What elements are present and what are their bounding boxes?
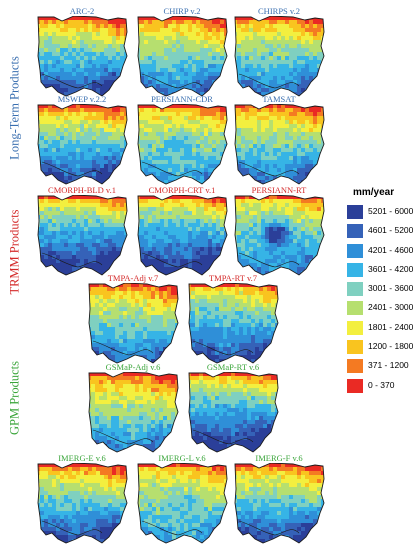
legend-swatch	[347, 282, 363, 297]
legend-swatch	[347, 340, 363, 355]
panel-title: CHIRP v.2	[163, 6, 201, 16]
legend-item: 1200 - 1800	[347, 338, 413, 357]
rainfall-map	[88, 372, 179, 453]
legend-label: 0 - 370	[368, 379, 395, 390]
legend-label: 1801 - 2400	[368, 321, 414, 332]
panel-title: PERSIANN-RT	[251, 185, 307, 195]
map-panel: PERSIANN-RT	[233, 185, 325, 277]
map-panel: MSWEP v.2.2	[36, 94, 128, 186]
legend-item: 3601 - 4200	[347, 261, 413, 280]
group-label-gpm: GPM Products	[7, 361, 22, 435]
map-panel: ARC-2	[36, 6, 128, 98]
rainfall-map	[37, 463, 128, 544]
panel-title: CMORPH-BLD v.1	[48, 185, 116, 195]
panel-title: IMERG-F v.6	[255, 453, 303, 463]
panel-title: MSWEP v.2.2	[57, 94, 107, 104]
legend-item: 5201 - 6000	[347, 203, 413, 222]
panel-title: GSMaP-RT v.6	[206, 362, 260, 372]
map-panel: CHIRP v.2	[136, 6, 228, 98]
legend-swatch	[347, 224, 363, 239]
legend-label: 4601 - 5200	[368, 225, 414, 236]
map-panel: TMPA-RT v.7	[187, 273, 279, 365]
legend-swatch	[347, 262, 363, 277]
panel-title: IMERG-L v.6	[158, 453, 206, 463]
panel-title: CMORPH-CRT v.1	[148, 185, 216, 195]
legend-swatch	[347, 243, 363, 258]
map-panel: IMERG-F v.6	[233, 453, 325, 545]
legend-item: 371 - 1200	[347, 357, 413, 376]
map-panel: CMORPH-BLD v.1	[36, 185, 128, 277]
legend-item: 3001 - 3600	[347, 280, 413, 299]
legend: mm/year 5201 - 6000 4601 - 5200 4201 - 460…	[347, 187, 413, 396]
legend-item: 0 - 370	[347, 377, 413, 396]
legend-label: 5201 - 6000	[368, 206, 414, 216]
panel-title: CHIRPS v.2	[258, 6, 300, 16]
panel-title: TMPA-RT v.7	[208, 273, 258, 283]
legend-label: 3601 - 4200	[368, 263, 414, 274]
map-panel: IMERG-E v.6	[36, 453, 128, 545]
legend-swatch	[347, 301, 363, 316]
legend-swatch	[347, 205, 363, 219]
rainfall-map	[234, 195, 325, 276]
rainfall-map	[234, 104, 325, 185]
panel-title: TAMSAT	[262, 94, 296, 104]
rainfall-map	[137, 104, 228, 185]
panel-title: IMERG-E v.6	[58, 453, 106, 463]
legend-item: 2401 - 3000	[347, 299, 413, 318]
map-panel: CHIRPS v.2	[233, 6, 325, 98]
rainfall-map	[234, 463, 325, 544]
legend-item: 4601 - 5200	[347, 222, 413, 241]
legend-swatch	[347, 378, 363, 393]
legend-label: 4201 - 4600	[368, 244, 414, 255]
legend-item: 1801 - 2400	[347, 319, 413, 338]
rainfall-map	[234, 16, 325, 97]
legend-label: 1200 - 1800	[368, 341, 414, 352]
legend-label: 3001 - 3600	[368, 283, 414, 294]
rainfall-map	[37, 16, 128, 97]
map-panel: GSMaP-Adj v.6	[87, 362, 179, 454]
map-panel: CMORPH-CRT v.1	[136, 185, 228, 277]
rainfall-map	[188, 372, 279, 453]
map-panel: IMERG-L v.6	[136, 453, 228, 545]
panel-title: GSMaP-Adj v.6	[105, 362, 161, 372]
legend-item: 4201 - 4600	[347, 242, 413, 261]
panel-title: ARC-2	[69, 6, 95, 16]
legend-swatch	[347, 320, 363, 335]
map-panel: PERSIANN-CDR	[136, 94, 228, 186]
group-label-long-term: Long-Term Products	[7, 56, 22, 160]
rainfall-map	[137, 16, 228, 97]
rainfall-map	[188, 283, 279, 364]
rainfall-map	[137, 195, 228, 276]
map-panel: TAMSAT	[233, 94, 325, 186]
rainfall-map	[37, 104, 128, 185]
legend-title: mm/year	[353, 187, 395, 198]
map-panel: GSMaP-RT v.6	[187, 362, 279, 454]
legend-swatch	[347, 359, 363, 374]
legend-label: 2401 - 3000	[368, 302, 414, 313]
rainfall-map	[137, 463, 228, 544]
rainfall-map	[37, 195, 128, 276]
panel-title: TMPA-Adj v.7	[107, 273, 159, 283]
rainfall-map	[88, 283, 179, 364]
legend-label: 371 - 1200	[368, 360, 409, 371]
group-label-trmm: TRMM Products	[7, 209, 22, 295]
map-panel: TMPA-Adj v.7	[87, 273, 179, 365]
panel-title: PERSIANN-CDR	[151, 94, 213, 104]
